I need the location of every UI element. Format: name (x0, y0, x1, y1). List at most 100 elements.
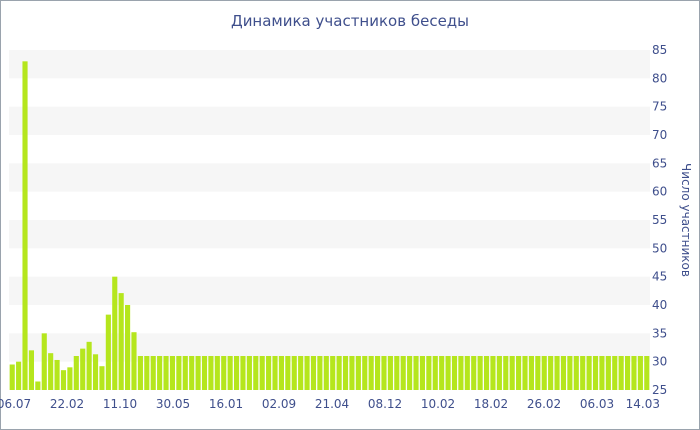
bar (92, 354, 99, 390)
x-tick-label: 22.02 (50, 397, 84, 411)
x-ticks: 06.07 22.02 11.10 30.05 16.01 02.09 21.04 08.12… (0, 397, 660, 411)
bar (516, 356, 522, 390)
y-tick-label: 25 (652, 383, 667, 397)
bar (560, 356, 567, 390)
bar (28, 350, 34, 390)
bar (182, 356, 188, 390)
y-tick-label: 45 (652, 270, 667, 284)
bar (266, 356, 272, 390)
chart-title: Динамика участников беседы (230, 12, 470, 30)
bar (214, 356, 220, 390)
grid-band (9, 333, 650, 362)
bar (285, 356, 291, 390)
bar (157, 356, 163, 390)
grid-band (9, 106, 650, 135)
bar (310, 356, 317, 390)
bar (169, 356, 176, 390)
y-tick-label: 75 (652, 100, 667, 114)
x-tick-label: 26.02 (527, 397, 561, 411)
bar (16, 361, 22, 390)
bar (387, 356, 393, 390)
bar (573, 356, 579, 390)
bar (112, 276, 118, 390)
bar (618, 356, 624, 390)
bar (631, 356, 637, 390)
bar (291, 356, 297, 390)
bar (330, 356, 336, 390)
bar (163, 356, 169, 390)
grid-band (9, 163, 650, 192)
bar (54, 359, 60, 390)
bar (240, 356, 246, 390)
bar (381, 356, 387, 390)
bar (394, 356, 400, 390)
x-tick-label: 06.03 (580, 397, 614, 411)
bar (304, 356, 310, 390)
bar (336, 356, 342, 390)
bar (413, 356, 419, 390)
bar (637, 356, 643, 390)
bar (342, 356, 349, 390)
bar (471, 356, 477, 390)
bar (355, 356, 361, 390)
grid-band (9, 50, 650, 79)
bar (99, 366, 105, 390)
bar (625, 356, 631, 390)
bar (9, 364, 15, 390)
bar (35, 381, 41, 390)
bar (144, 356, 150, 390)
bar (400, 356, 406, 390)
bar (612, 356, 618, 390)
bar (246, 356, 252, 390)
bar (496, 356, 502, 390)
bar (189, 356, 195, 390)
bar (349, 356, 355, 390)
bar (541, 356, 547, 390)
bar (317, 356, 323, 390)
y-ticks: 25 30 35 40 45 50 55 60 65 70 75 80 85 (652, 43, 667, 397)
bar (195, 356, 201, 390)
bar (554, 356, 560, 390)
x-tick-label: 08.12 (368, 397, 402, 411)
bar (445, 356, 451, 390)
bar (105, 314, 111, 390)
bar (477, 356, 483, 390)
x-tick-label: 14.03 (626, 397, 660, 411)
y-tick-label: 60 (652, 185, 667, 199)
grid-band (9, 276, 650, 305)
x-tick-label: 06.07 (0, 397, 31, 411)
y-tick-label: 65 (652, 156, 667, 170)
bar (41, 333, 47, 390)
y-tick-label: 40 (652, 298, 667, 312)
bar (464, 356, 470, 390)
bar (439, 356, 445, 390)
bar (278, 356, 284, 390)
y-tick-label: 70 (652, 128, 667, 142)
bar (323, 356, 329, 390)
bar (599, 356, 605, 390)
bar (22, 61, 28, 390)
bar (227, 356, 233, 390)
bar (201, 356, 208, 390)
x-tick-label: 18.02 (474, 397, 508, 411)
bar (150, 356, 156, 390)
bar (483, 356, 490, 390)
y-tick-label: 80 (652, 71, 667, 85)
bars (9, 61, 650, 390)
bar (60, 370, 67, 390)
bar (522, 356, 528, 390)
bar (131, 332, 137, 390)
bar (73, 356, 79, 390)
bar (362, 356, 368, 390)
bar (233, 356, 240, 390)
x-tick-label: 02.09 (262, 397, 296, 411)
y-tick-label: 30 (652, 355, 667, 369)
x-tick-label: 21.04 (315, 397, 349, 411)
bar (490, 356, 496, 390)
bar (605, 356, 611, 390)
bar (176, 356, 182, 390)
bar (67, 367, 73, 390)
bar (253, 356, 259, 390)
bar (208, 356, 214, 390)
